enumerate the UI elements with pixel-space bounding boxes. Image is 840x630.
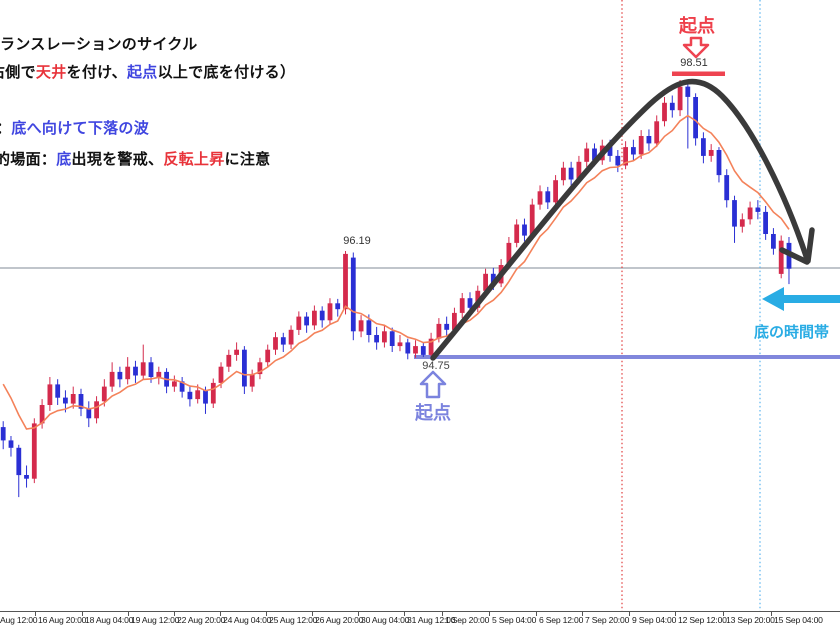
axis-tick	[82, 611, 83, 616]
header-text-segment: 底へ向けて下落の波	[11, 120, 150, 137]
header-line: 右側で天井を付け、起点以上で底を付ける）	[0, 61, 295, 82]
axis-tick	[220, 611, 221, 616]
x-axis-label: 25 Aug 12:00	[269, 615, 318, 625]
axis-tick	[536, 611, 537, 616]
down-arrow-icon	[682, 36, 710, 59]
axis-tick	[582, 611, 583, 616]
axis-tick	[442, 611, 443, 616]
axis-tick	[723, 611, 724, 616]
moving-average-line	[2, 114, 790, 430]
header-text-segment: ランスレーションのサイクル	[0, 36, 198, 53]
header-line: ランスレーションのサイクル	[0, 33, 198, 54]
peak-price-label: 98.51	[680, 57, 708, 69]
x-axis-label: 19 Aug 12:00	[131, 615, 180, 625]
origin-low-price-label: 94.75	[422, 360, 450, 372]
x-axis-label: 22 Aug 20:00	[177, 615, 226, 625]
header-line: 的場面：底出現を警戒、反転上昇に注意	[0, 148, 270, 169]
x-axis-label: 13 Sep 20:00	[726, 615, 775, 625]
axis-tick	[489, 611, 490, 616]
candlesticks	[0, 80, 792, 498]
axis-tick	[266, 611, 267, 616]
axis-tick	[35, 611, 36, 616]
axis-tick	[128, 611, 129, 616]
axis-tick	[404, 611, 405, 616]
bottom-time-zone-label: 底の時間帯	[754, 324, 830, 341]
header-text-segment: に注意	[224, 151, 271, 168]
time-axis-line	[0, 611, 840, 612]
header-text-segment: ：	[0, 120, 11, 137]
header-text-segment: 出現を警戒、	[71, 151, 164, 168]
header-line: ：底へ向けて下落の波	[0, 117, 149, 138]
x-axis-label: 7 Sep 20:00	[585, 615, 630, 625]
up-arrow-icon	[419, 370, 447, 399]
axis-tick	[312, 611, 313, 616]
x-axis-label: Aug 12:00	[0, 615, 38, 625]
header-text-segment: 反転上昇	[163, 151, 225, 168]
x-axis-label: 12 Sep 12:00	[678, 615, 727, 625]
header-text-segment: 的場面：	[0, 151, 57, 168]
price-chart-canvas[interactable]	[0, 0, 840, 612]
axis-tick	[675, 611, 676, 616]
x-axis-label: 24 Aug 04:00	[223, 615, 272, 625]
x-axis-label: 15 Sep 04:00	[774, 615, 823, 625]
header-text-segment: を付け、	[66, 64, 127, 81]
header-text-segment: 天井	[35, 64, 67, 81]
left-arrow-icon	[762, 287, 840, 311]
header-text-segment: 起点	[126, 64, 158, 81]
x-axis-label: 30 Aug 04:00	[361, 615, 410, 625]
header-text-segment: 以上で底を付ける）	[157, 64, 296, 81]
peak-marker-bar	[672, 71, 725, 76]
x-axis-label: 31 Aug 12:00	[407, 615, 456, 625]
header-text-segment: 底	[56, 151, 72, 168]
axis-tick	[358, 611, 359, 616]
origin-label-bottom: 起点	[415, 403, 451, 423]
x-axis-label: 26 Aug 20:00	[315, 615, 364, 625]
x-axis-label: 5 Sep 04:00	[492, 615, 537, 625]
axis-tick	[771, 611, 772, 616]
x-axis-label: 6 Sep 12:00	[539, 615, 584, 625]
origin-label-top: 起点	[679, 16, 715, 36]
cycle-arc	[430, 78, 809, 361]
x-axis-label: 16 Aug 20:00	[38, 615, 87, 625]
x-axis-label: 9 Sep 04:00	[632, 615, 677, 625]
x-axis-label: 18 Aug 04:00	[85, 615, 134, 625]
cycle-arc-arrowhead-icon	[779, 227, 815, 265]
axis-tick	[629, 611, 630, 616]
x-axis-label: 1 Sep 20:00	[445, 615, 490, 625]
header-text-segment: 右側で	[0, 64, 36, 81]
axis-tick	[174, 611, 175, 616]
swing-high-price-label: 96.19	[343, 235, 371, 247]
